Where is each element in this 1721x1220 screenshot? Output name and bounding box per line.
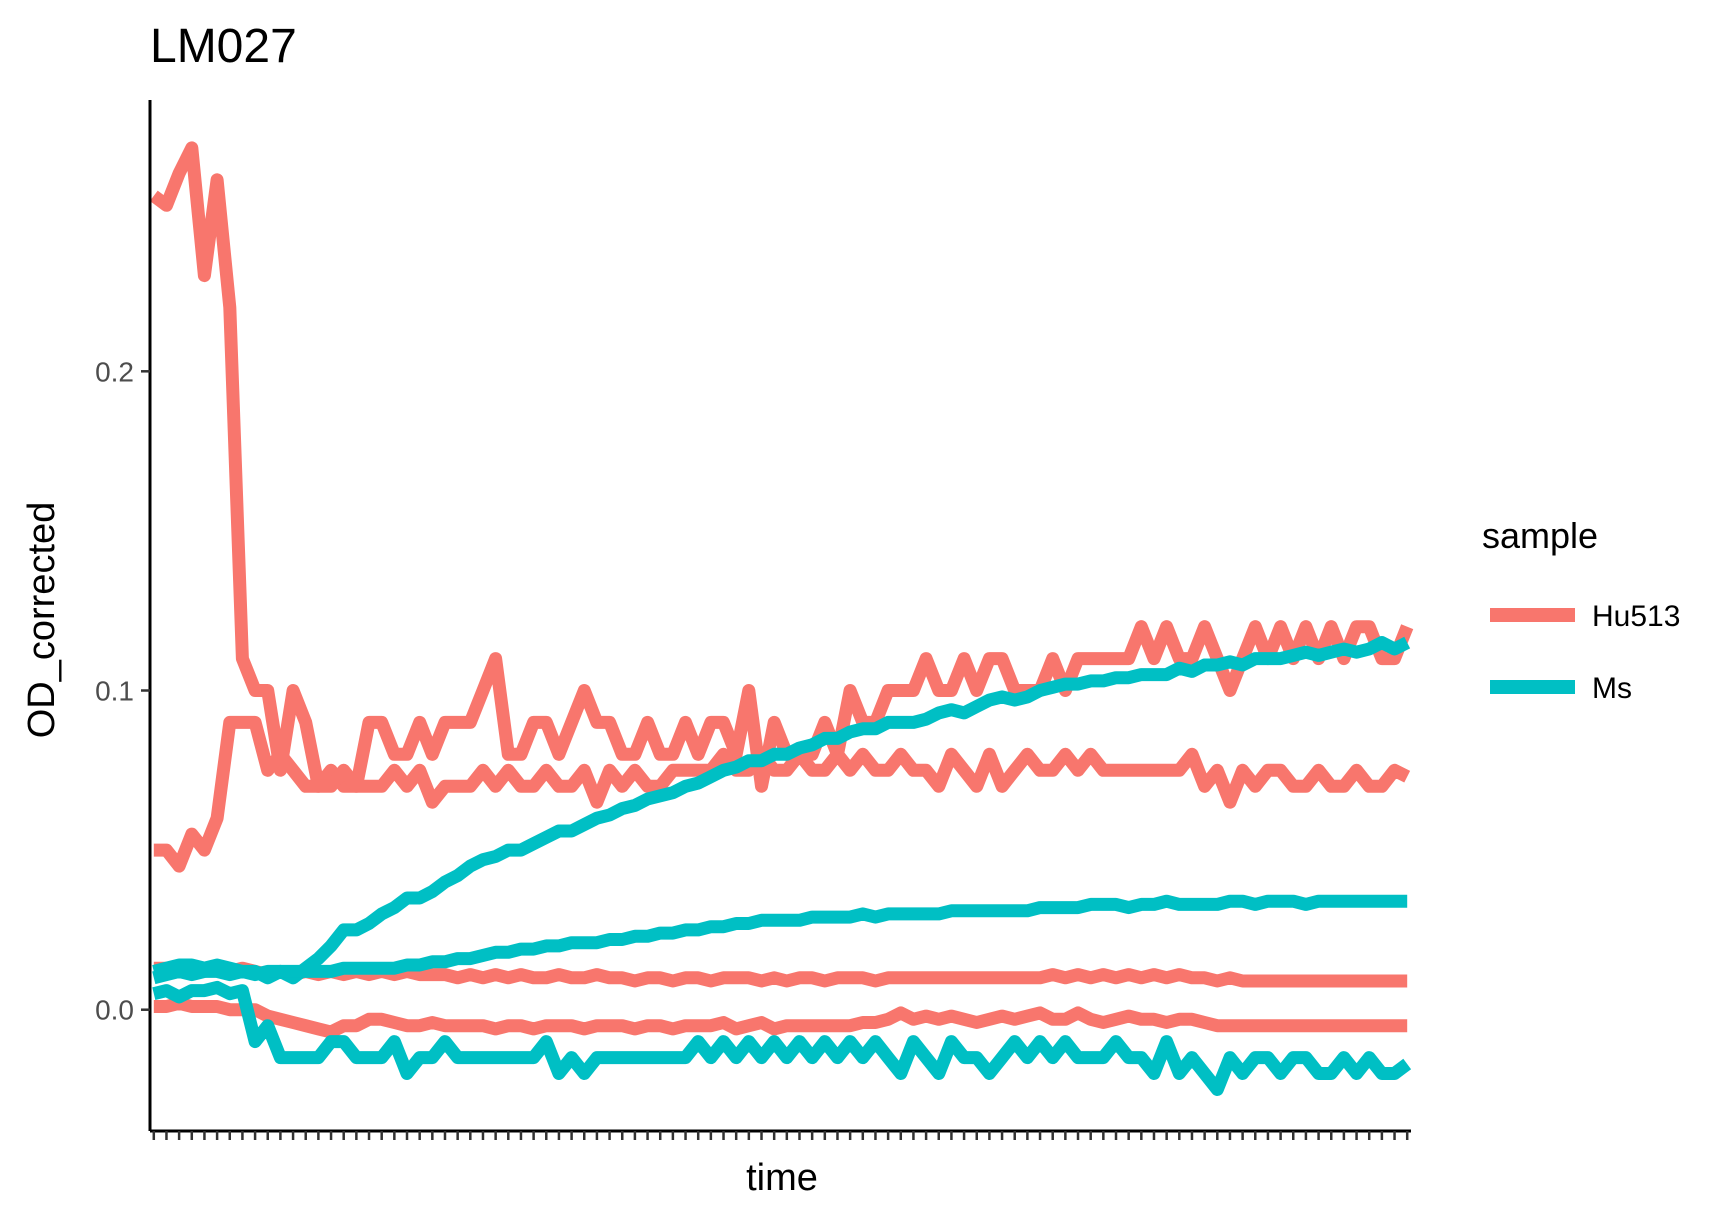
series-line-hu513-1 [149,141,1414,793]
x-axis-title: time [746,1157,818,1199]
series-line-ms-5 [152,636,1411,985]
y-tick-label: 0.2 [95,356,134,387]
series-line-hu513-2 [153,715,1411,873]
y-axis-title: OD_corrected [21,502,63,739]
legend: sample Hu513 Ms [1482,515,1680,705]
y-axis: 0.0 0.1 0.2 [95,100,152,1131]
legend-title: sample [1482,515,1598,556]
series-layer [149,141,1414,1096]
chart-title: LM027 [150,20,297,73]
series-line-ms-7 [152,980,1412,1096]
series-line-hu513-4 [153,996,1408,1039]
y-tick-label: 0.1 [95,676,134,707]
series-line-ms-6 [152,894,1408,985]
x-axis [150,1129,1411,1140]
y-tick-label: 0.0 [95,995,134,1026]
legend-label-ms: Ms [1592,672,1632,705]
legend-label-hu513: Hu513 [1592,600,1680,633]
